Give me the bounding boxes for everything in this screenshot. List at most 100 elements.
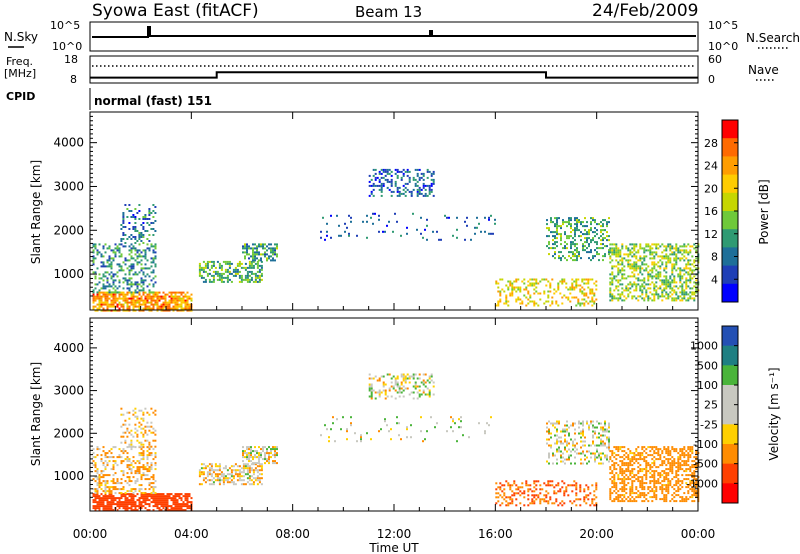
range-gate-cell: [260, 467, 263, 470]
range-gate-cell: [635, 267, 638, 270]
range-gate-cell: [398, 186, 401, 189]
range-gate-cell: [651, 470, 654, 473]
range-gate-cell: [154, 299, 157, 302]
range-gate-cell: [228, 266, 231, 269]
range-gate-cell: [533, 494, 536, 497]
range-gate-cell: [563, 494, 566, 497]
range-gate-cell: [586, 251, 588, 254]
range-gate-cell: [254, 450, 256, 453]
range-gate-cell: [631, 476, 634, 479]
range-gate-cell: [142, 301, 145, 304]
range-gate-cell: [130, 507, 133, 510]
range-gate-cell: [556, 434, 558, 437]
range-gate-cell: [647, 283, 650, 286]
range-gate-cell: [132, 297, 135, 300]
range-gate-cell: [571, 484, 574, 487]
range-gate-cell: [152, 234, 155, 236]
range-gate-cell: [112, 291, 115, 294]
range-gate-cell: [182, 509, 185, 512]
range-gate-cell: [677, 490, 680, 493]
range-gate-cell: [136, 249, 139, 252]
range-gate-cell: [661, 289, 664, 292]
range-gate-cell: [592, 257, 594, 260]
range-gate-cell: [180, 497, 183, 500]
range-gate-cell: [150, 476, 153, 479]
range-gate-cell: [693, 464, 696, 467]
range-gate-cell: [106, 281, 109, 284]
range-gate-cell: [633, 480, 636, 483]
range-gate-cell: [683, 245, 686, 248]
range-gate-cell: [655, 488, 658, 491]
range-gate-cell: [132, 497, 135, 500]
range-gate-cell: [621, 267, 624, 270]
y-tick-label: 1000: [53, 469, 84, 483]
range-gate-cell: [623, 496, 626, 499]
range-gate-cell: [132, 228, 135, 230]
range-gate-cell: [531, 300, 534, 303]
range-gate-cell: [580, 422, 582, 425]
range-gate-cell: [128, 259, 131, 262]
range-gate-cell: [643, 482, 646, 485]
range-gate-cell: [96, 495, 99, 498]
range-gate-cell: [180, 291, 183, 294]
range-gate-cell: [639, 458, 642, 461]
range-gate-cell: [220, 266, 223, 269]
range-gate-cell: [617, 446, 620, 449]
range-gate-cell: [546, 460, 548, 463]
range-gate-cell: [148, 234, 151, 236]
range-gate-cell: [596, 450, 598, 453]
range-gate-cell: [695, 267, 698, 270]
range-gate-cell: [274, 251, 276, 254]
range-gate-cell: [142, 289, 145, 292]
range-gate-cell: [617, 281, 620, 284]
range-gate-cell: [685, 263, 688, 266]
range-gate-cell: [402, 184, 405, 187]
range-gate-cell: [370, 216, 372, 219]
range-gate-cell: [689, 275, 692, 278]
range-gate-cell: [176, 307, 179, 310]
range-gate-cell: [142, 433, 145, 436]
range-gate-cell: [653, 299, 656, 302]
range-gate-cell: [232, 469, 235, 472]
range-gate-cell: [182, 291, 185, 294]
range-gate-cell: [236, 475, 239, 478]
range-gate-cell: [134, 415, 137, 418]
range-gate-cell: [144, 501, 147, 504]
range-gate-cell: [124, 273, 127, 276]
range-gate-cell: [386, 180, 389, 183]
range-gate-cell: [116, 464, 119, 467]
range-gate-cell: [645, 472, 648, 475]
range-gate-cell: [244, 262, 247, 265]
range-gate-cell: [170, 297, 173, 300]
range-gate-cell: [122, 277, 125, 280]
range-gate-cell: [264, 251, 266, 254]
range-gate-cell: [218, 481, 221, 484]
range-gate-cell: [649, 287, 652, 290]
range-gate-cell: [248, 471, 251, 474]
range-gate-cell: [641, 500, 644, 503]
range-gate-cell: [144, 507, 147, 510]
range-gate-cell: [166, 503, 169, 506]
range-gate-cell: [541, 498, 544, 501]
range-gate-cell: [625, 470, 628, 473]
range-gate-cell: [126, 216, 129, 218]
range-gate-cell: [178, 503, 181, 506]
range-gate-cell: [505, 298, 508, 301]
range-gate-cell: [126, 503, 129, 506]
range-gate-cell: [180, 507, 183, 510]
range-gate-cell: [216, 272, 219, 275]
range-gate-cell: [611, 452, 614, 455]
range-gate-cell: [575, 492, 578, 495]
range-gate-cell: [390, 395, 393, 398]
range-gate-cell: [659, 482, 662, 485]
range-gate-cell: [132, 466, 135, 469]
range-gate-cell: [609, 261, 612, 264]
range-gate-cell: [214, 473, 217, 476]
range-gate-cell: [410, 391, 413, 394]
range-gate-cell: [560, 450, 562, 453]
range-gate-cell: [110, 492, 113, 495]
range-gate-cell: [372, 174, 375, 177]
range-gate-cell: [653, 255, 656, 258]
range-gate-cell: [596, 420, 598, 423]
range-gate-cell: [585, 484, 588, 487]
